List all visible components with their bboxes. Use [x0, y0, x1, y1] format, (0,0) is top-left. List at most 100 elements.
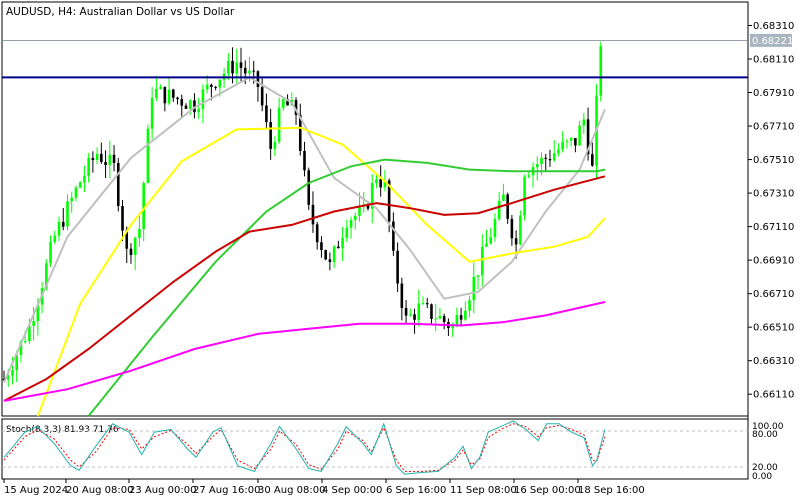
- candle-body: [307, 170, 311, 205]
- candle-body: [425, 303, 429, 305]
- candle-body: [227, 60, 230, 74]
- candle-body: [197, 109, 200, 113]
- candle-body: [561, 141, 564, 150]
- candle-body: [61, 221, 65, 227]
- price-pane[interactable]: [1, 1, 749, 417]
- candle-body: [404, 307, 408, 316]
- candle-body: [214, 86, 217, 88]
- candle-body: [455, 315, 459, 326]
- candle-body: [231, 60, 234, 74]
- moving-averages: [3, 76, 606, 417]
- candle-body: [383, 180, 387, 188]
- candle-body: [387, 180, 391, 222]
- candle-body: [125, 230, 129, 249]
- stochastic-lines: [3, 420, 606, 475]
- candle-body: [311, 204, 315, 225]
- candle-body: [574, 138, 577, 146]
- candle-body: [328, 259, 332, 262]
- candle-body: [235, 62, 239, 74]
- candle-body: [430, 304, 433, 319]
- candle-body: [49, 241, 52, 264]
- candle-body: [353, 215, 357, 221]
- candle-body: [370, 182, 374, 209]
- price-tick-label: 0.66110: [753, 390, 794, 401]
- price-tick-label: 0.66510: [753, 323, 794, 334]
- candle-body: [36, 304, 40, 322]
- price-tick-label: 0.68110: [753, 54, 794, 65]
- candle-body: [294, 100, 298, 115]
- candle-body: [485, 243, 488, 247]
- candle-body: [248, 70, 251, 74]
- candle-body: [108, 154, 112, 166]
- candle-body: [523, 176, 526, 216]
- candlestick-series: [2, 41, 603, 387]
- price-tick-label: 0.67910: [753, 88, 794, 99]
- candle-body: [341, 237, 344, 249]
- stoch-signal-line: [3, 423, 606, 472]
- candle-body: [95, 153, 99, 161]
- candle-body: [582, 119, 586, 126]
- candle-body: [83, 175, 86, 183]
- time-tick-label: 18 Sep 16:00: [578, 485, 645, 496]
- moving-average-line: [87, 158, 606, 417]
- candle-body: [315, 224, 319, 243]
- candle-body: [28, 325, 31, 342]
- svg-text:0.68221: 0.68221: [752, 36, 793, 47]
- candle-body: [548, 159, 552, 161]
- candle-body: [493, 218, 497, 238]
- candle-body: [53, 235, 57, 242]
- candle-body: [205, 84, 209, 90]
- time-tick-label: 11 Sep 08:00: [450, 485, 517, 496]
- candle-body: [2, 379, 6, 381]
- candle-body: [298, 114, 302, 151]
- price-tick-label: 0.66910: [753, 256, 794, 267]
- candle-body: [260, 87, 264, 106]
- candle-body: [163, 86, 167, 104]
- candle-body: [324, 250, 327, 260]
- candle-body: [392, 221, 395, 251]
- candle-body: [87, 157, 90, 176]
- candle-body: [527, 175, 531, 177]
- candle-body: [100, 153, 103, 162]
- candle-body: [506, 194, 509, 219]
- candle-body: [578, 125, 581, 146]
- candle-body: [557, 149, 560, 154]
- candle-body: [32, 321, 35, 326]
- candle-body: [544, 157, 548, 160]
- candle-body: [121, 206, 124, 231]
- candle-body: [497, 200, 501, 219]
- candle-body: [218, 79, 222, 88]
- candle-body: [379, 179, 382, 188]
- candle-body: [150, 97, 154, 129]
- candle-body: [184, 105, 188, 109]
- candle-body: [514, 238, 518, 245]
- candle-body: [129, 248, 133, 255]
- candle-body: [138, 229, 141, 238]
- candle-body: [337, 246, 340, 249]
- candle-body: [540, 157, 543, 165]
- candle-body: [167, 89, 171, 104]
- candle-body: [442, 316, 446, 323]
- current-price-tag: 0.68221: [750, 33, 793, 47]
- candle-body: [112, 154, 116, 163]
- candle-body: [345, 227, 349, 238]
- candle-body: [171, 89, 175, 98]
- stoch-level-label: 100.00: [752, 422, 784, 432]
- candle-body: [188, 100, 192, 109]
- candle-body: [282, 99, 285, 108]
- candle-body: [176, 97, 179, 100]
- candle-body: [66, 201, 69, 227]
- candle-body: [142, 183, 145, 230]
- candle-body: [155, 88, 158, 98]
- candle-body: [400, 283, 404, 308]
- candle-body: [78, 182, 82, 188]
- candle-body: [104, 161, 107, 166]
- candle-body: [180, 99, 184, 106]
- price-tick-label: 0.67710: [753, 122, 794, 133]
- time-tick-label: 23 Aug 00:00: [129, 485, 196, 496]
- candle-body: [417, 303, 421, 320]
- candle-body: [210, 84, 213, 87]
- candle-body: [565, 140, 569, 142]
- candle-body: [252, 70, 256, 72]
- candle-body: [239, 62, 243, 68]
